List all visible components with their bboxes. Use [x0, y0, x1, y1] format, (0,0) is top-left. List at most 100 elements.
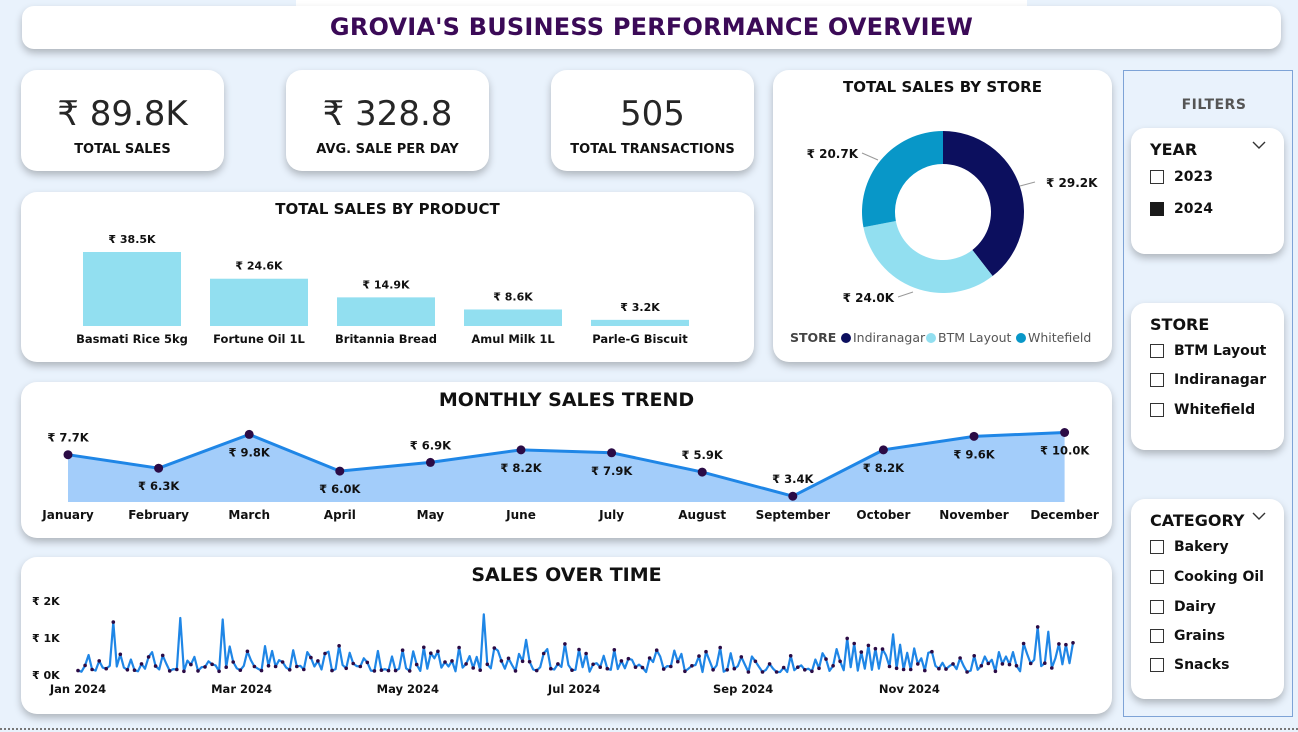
daily-data-point[interactable] [894, 666, 899, 671]
store-donut-slice[interactable] [862, 131, 943, 228]
daily-data-point[interactable] [146, 655, 151, 659]
daily-data-point[interactable] [97, 659, 101, 663]
store-legend-item[interactable]: BTM Layout [938, 330, 1012, 345]
daily-data-point[interactable] [1071, 641, 1075, 645]
daily-data-point[interactable] [972, 654, 976, 658]
daily-data-point[interactable] [541, 651, 546, 656]
checkbox-2023[interactable] [1150, 170, 1164, 184]
daily-data-point[interactable] [753, 659, 758, 664]
store-donut-slice[interactable] [863, 221, 993, 293]
daily-data-point[interactable] [549, 666, 553, 671]
daily-data-point[interactable] [513, 669, 518, 673]
daily-data-point[interactable] [817, 666, 821, 671]
daily-data-point[interactable] [788, 654, 793, 658]
daily-data-point[interactable] [393, 668, 398, 673]
daily-data-point[interactable] [266, 664, 271, 668]
daily-data-point[interactable] [358, 664, 363, 669]
daily-data-point[interactable] [993, 669, 998, 674]
daily-data-point[interactable] [450, 659, 454, 663]
year-option-2024[interactable]: 2024 [1150, 200, 1213, 218]
product-bar[interactable] [83, 252, 181, 326]
daily-data-point[interactable] [478, 668, 483, 672]
daily-data-point[interactable] [167, 669, 172, 673]
daily-data-point[interactable] [125, 668, 130, 672]
checkbox-bakery[interactable] [1150, 540, 1164, 554]
product-bar[interactable] [337, 297, 435, 326]
daily-data-point[interactable] [309, 655, 313, 660]
daily-data-point[interactable] [859, 650, 864, 654]
category-option-grains[interactable]: Grains [1150, 627, 1225, 645]
daily-data-point[interactable] [831, 664, 835, 668]
daily-data-point[interactable] [986, 661, 991, 666]
product-bar[interactable] [591, 319, 689, 326]
daily-data-point[interactable] [132, 668, 137, 672]
daily-data-point[interactable] [210, 662, 214, 667]
daily-data-point[interactable] [676, 659, 680, 664]
daily-data-point[interactable] [732, 666, 737, 671]
daily-data-point[interactable] [379, 668, 384, 672]
daily-data-point[interactable] [457, 645, 461, 650]
daily-data-point[interactable] [887, 664, 892, 669]
daily-data-point[interactable] [1050, 666, 1054, 670]
daily-data-point[interactable] [725, 668, 729, 672]
daily-data-point[interactable] [436, 649, 440, 654]
daily-data-point[interactable] [464, 662, 468, 666]
daily-data-point[interactable] [245, 649, 250, 654]
daily-data-point[interactable] [669, 664, 673, 669]
daily-data-point[interactable] [414, 662, 419, 667]
daily-data-point[interactable] [400, 648, 405, 652]
daily-data-point[interactable] [76, 668, 80, 673]
daily-data-point[interactable] [302, 667, 306, 672]
daily-data-point[interactable] [295, 664, 299, 669]
daily-data-point[interactable] [160, 653, 165, 658]
daily-data-point[interactable] [407, 669, 412, 673]
product-bar[interactable] [464, 309, 562, 326]
daily-data-point[interactable] [485, 662, 490, 667]
daily-data-point[interactable] [196, 669, 200, 673]
daily-data-point[interactable] [83, 663, 87, 668]
chevron-down-icon[interactable] [1252, 511, 1266, 521]
daily-data-point[interactable] [344, 666, 349, 671]
daily-data-point[interactable] [252, 664, 257, 669]
category-option-dairy[interactable]: Dairy [1150, 598, 1216, 616]
monthly-data-point[interactable] [878, 445, 888, 455]
daily-data-point[interactable] [189, 662, 193, 667]
daily-data-point[interactable] [951, 662, 955, 666]
daily-data-point[interactable] [661, 667, 666, 671]
monthly-data-point[interactable] [1060, 428, 1070, 437]
monthly-data-point[interactable] [697, 467, 707, 477]
daily-data-point[interactable] [647, 656, 652, 660]
store-option-btm-layout[interactable]: BTM Layout [1150, 342, 1266, 360]
daily-data-point[interactable] [175, 667, 179, 672]
daily-data-point[interactable] [916, 662, 920, 666]
chevron-down-icon[interactable] [1252, 140, 1266, 150]
daily-data-point[interactable] [633, 665, 638, 669]
daily-data-point[interactable] [838, 659, 842, 664]
daily-data-point[interactable] [605, 666, 610, 671]
daily-data-point[interactable] [471, 666, 476, 670]
monthly-data-point[interactable] [516, 445, 526, 455]
monthly-data-point[interactable] [244, 429, 254, 439]
daily-data-point[interactable] [704, 649, 708, 654]
daily-data-point[interactable] [330, 668, 334, 673]
checkbox-dairy[interactable] [1150, 600, 1164, 614]
store-legend-item[interactable]: Indiranagar [853, 330, 926, 345]
daily-data-point[interactable] [873, 646, 878, 651]
product-bar[interactable] [210, 278, 308, 326]
monthly-data-point[interactable] [335, 466, 345, 476]
daily-data-point[interactable] [774, 670, 779, 674]
daily-data-point[interactable] [824, 657, 828, 661]
store-option-indiranagar[interactable]: Indiranagar [1150, 371, 1266, 389]
daily-data-point[interactable] [937, 666, 941, 671]
daily-data-point[interactable] [803, 668, 807, 672]
daily-data-point[interactable] [118, 652, 123, 657]
daily-data-point[interactable] [979, 664, 984, 668]
daily-data-point[interactable] [527, 659, 532, 664]
daily-data-point[interactable] [923, 668, 927, 673]
monthly-data-point[interactable] [63, 450, 73, 460]
daily-data-point[interactable] [238, 668, 243, 672]
daily-data-point[interactable] [534, 668, 539, 673]
monthly-data-point[interactable] [788, 491, 798, 501]
daily-data-point[interactable] [287, 668, 292, 672]
daily-data-point[interactable] [852, 641, 856, 646]
